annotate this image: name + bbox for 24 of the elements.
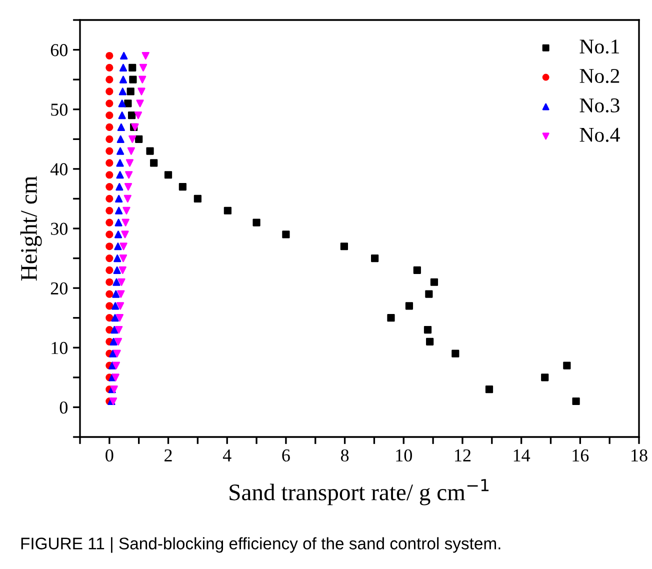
y-tick-label: 60 [50,44,68,56]
y-tick-label: 50 [51,104,68,116]
y-tick-label: 20 [50,282,68,295]
x-tick-label: 2 [164,449,172,462]
legend-label: No.2 [580,68,620,84]
x-tick-label: 10 [396,449,412,462]
y-axis-title: Height/ cm [20,176,42,281]
legend-label: No.3 [580,98,620,113]
legend-label: No.4 [580,128,620,142]
y-tick-label: 10 [52,342,68,354]
x-tick-label: 12 [455,449,471,462]
y-tick-label: 30 [51,222,68,235]
x-tick-label: 6 [282,449,290,462]
x-tick-label: 18 [632,449,648,462]
x-tick-label: 0 [106,449,114,462]
legend-label: No.1 [580,40,619,54]
caption: FIGURE 11 | Sand-blocking efficiency of the sand control system. [21,537,500,553]
x-tick-label: 8 [340,449,349,462]
x-tick-label: 14 [514,449,530,462]
y-tick-label: 40 [50,163,68,176]
y-tick-label: 0 [60,401,68,414]
x-tick-label: 16 [572,449,589,462]
x-axis-title: Sand transport rate/ g cm$^{−1}$ [230,479,489,506]
x-tick-label: 4 [222,449,232,462]
